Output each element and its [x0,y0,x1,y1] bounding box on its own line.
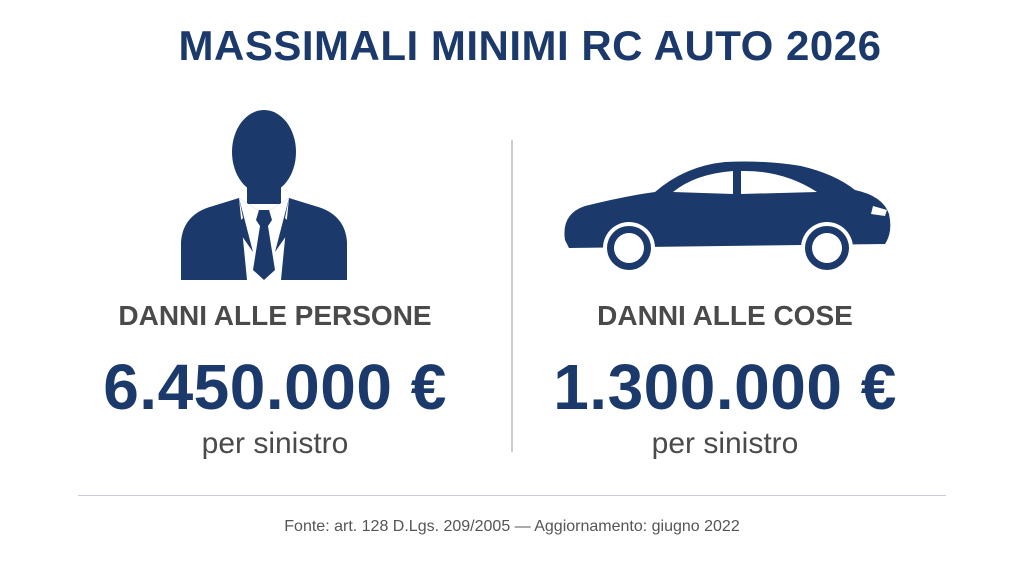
personal-damage-panel: DANNI ALLE PERSONE 6.450.000 € per sinis… [25,0,525,480]
person-silhouette-icon [181,110,347,280]
page-title: MASSIMALI MINIMI RC AUTO 2026 [178,22,882,69]
property-damage-panel: DANNI ALLE COSE 1.300.000 € per sinistro [475,0,975,480]
vertical-divider [511,140,513,452]
personal-damage-label: DANNI ALLE PERSONE [118,300,432,331]
property-damage-unit: per sinistro [651,427,799,460]
car-icon [564,161,891,274]
source-note: Fonte: art. 128 D.Lgs. 209/2005 — Aggior… [284,518,740,535]
personal-damage-unit: per sinistro [201,427,349,460]
property-damage-label: DANNI ALLE COSE [597,300,853,331]
property-damage-value: 1.300.000 € [553,351,897,423]
personal-damage-value: 6.450.000 € [103,351,447,423]
horizontal-divider [78,495,946,496]
